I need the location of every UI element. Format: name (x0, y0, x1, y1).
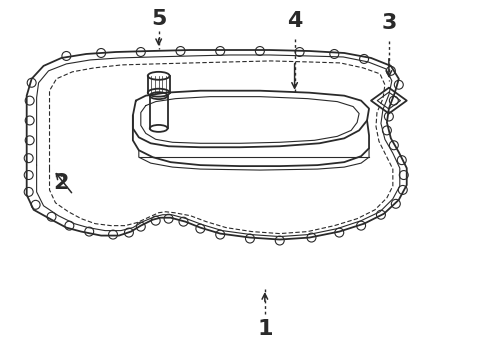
Text: 5: 5 (151, 9, 167, 29)
Text: 1: 1 (257, 319, 272, 339)
Text: 4: 4 (287, 11, 302, 31)
Text: 3: 3 (381, 13, 396, 33)
Text: 2: 2 (54, 173, 69, 193)
